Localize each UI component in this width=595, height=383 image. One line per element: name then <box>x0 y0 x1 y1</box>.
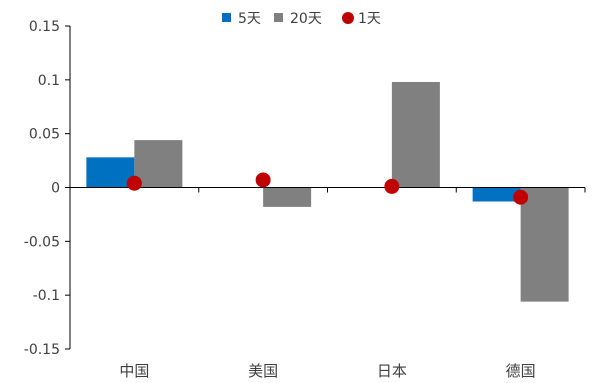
x-category-label: 美国 <box>248 362 278 380</box>
bar-20天-美国 <box>263 187 312 207</box>
y-axis: 0.15 0.1 0.05 0 -0.05 -0.1 -0.15 <box>24 19 71 358</box>
bar-5天-德国 <box>472 187 521 202</box>
legend-label: 1天 <box>358 11 381 27</box>
x-category-label: 中国 <box>119 362 149 380</box>
y-tick-label: -0.15 <box>24 342 60 358</box>
legend-marker-5天 <box>222 13 231 22</box>
point-1天-美国 <box>255 172 271 188</box>
x-category-label: 日本 <box>377 362 407 380</box>
legend-label: 5天 <box>238 11 261 27</box>
y-tick-label: 0.05 <box>29 127 60 143</box>
bar-5天-中国 <box>86 157 135 188</box>
x-category-label: 德国 <box>506 362 536 380</box>
points <box>126 172 529 205</box>
y-tick-label: 0.1 <box>38 73 60 89</box>
point-1天-中国 <box>126 175 142 191</box>
legend: 5天 20天 1天 <box>222 11 381 27</box>
y-tick-label: 0.15 <box>29 19 60 35</box>
x-axis: 中国 美国 日本 德国 <box>69 187 586 380</box>
bars <box>86 81 569 302</box>
legend-label: 20天 <box>290 11 322 27</box>
y-tick-label: -0.05 <box>24 234 60 250</box>
point-1天-德国 <box>513 189 529 205</box>
y-tick-label: 0 <box>51 181 60 197</box>
y-tick-label: -0.1 <box>33 288 60 304</box>
bar-20天-中国 <box>134 140 183 188</box>
bar-20天-日本 <box>391 81 440 188</box>
legend-marker-1天 <box>342 12 354 24</box>
bar-20天-德国 <box>520 187 569 302</box>
legend-marker-20天 <box>274 13 283 22</box>
point-1天-日本 <box>384 178 400 194</box>
